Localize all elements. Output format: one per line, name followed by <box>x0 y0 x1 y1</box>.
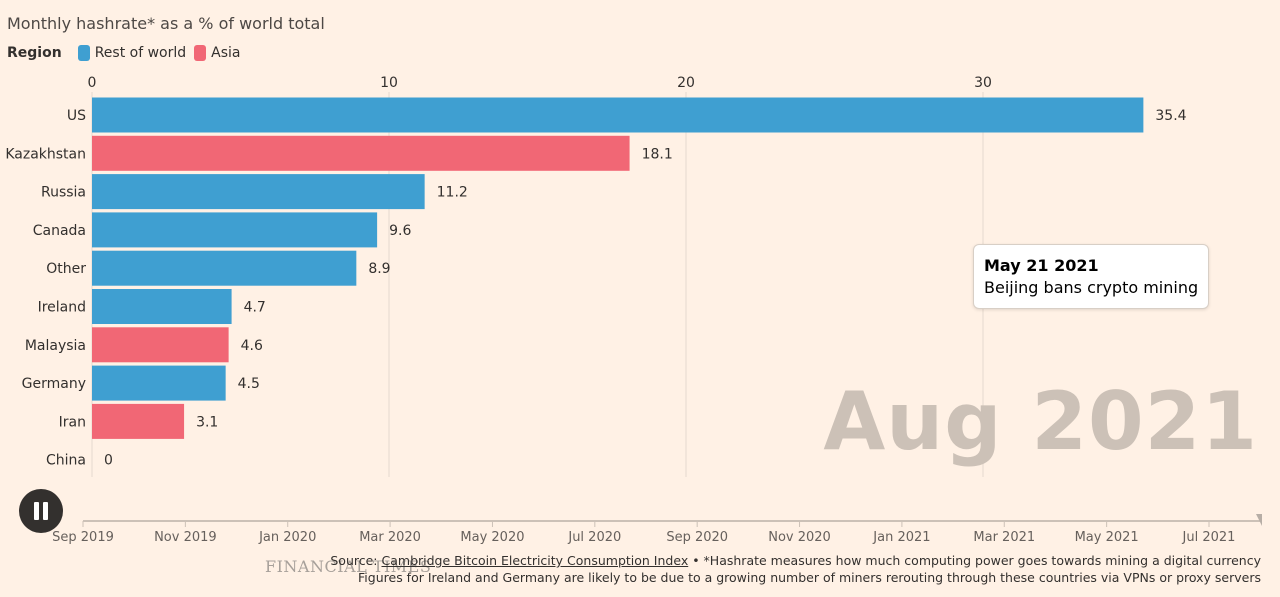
bar-other <box>92 250 357 286</box>
category-label-russia: Russia <box>41 185 86 201</box>
timeline-label-2: Jan 2020 <box>258 530 316 545</box>
source-link[interactable]: Cambridge Bitcoin Electricity Consumptio… <box>381 553 689 568</box>
legend-item-rest-of-world[interactable]: Rest of world <box>77 45 187 61</box>
x-tick-label-0: 0 <box>88 75 97 91</box>
category-label-kazakhstan: Kazakhstan <box>5 146 86 162</box>
timeline-handle-icon <box>1256 514 1262 526</box>
legend-label: Region <box>7 45 62 61</box>
category-label-china: China <box>46 453 86 469</box>
event-annotation: May 21 2021 Beijing bans crypto mining <box>973 244 1210 309</box>
timeline-label-1: Nov 2019 <box>154 530 217 545</box>
timeline-label-3: Mar 2020 <box>359 530 421 545</box>
bar-germany <box>92 365 226 401</box>
timeline-label-9: Mar 2021 <box>973 530 1035 545</box>
category-label-us: US <box>67 108 86 124</box>
bar-ireland <box>92 289 232 324</box>
x-tick-label-10: 10 <box>380 75 398 91</box>
pause-icon-left <box>34 502 39 520</box>
category-label-canada: Canada <box>33 223 86 239</box>
source-line2: Figures for Ireland and Germany are like… <box>358 570 1261 585</box>
annotation-text: Beijing bans crypto mining <box>984 278 1199 297</box>
bar-russia <box>92 174 425 210</box>
legend-item-asia[interactable]: Asia <box>194 45 240 61</box>
annotation-date: May 21 2021 <box>984 256 1099 275</box>
x-tick-label-20: 20 <box>677 75 695 91</box>
bar-iran <box>92 403 185 439</box>
bar-canada <box>92 212 378 248</box>
category-label-iran: Iran <box>59 414 86 430</box>
pause-button[interactable] <box>19 489 63 533</box>
category-label-other: Other <box>46 261 86 277</box>
category-label-germany: Germany <box>22 376 86 392</box>
legend-swatch-rest-of-world <box>77 45 90 61</box>
value-label-malaysia: 4.6 <box>241 338 263 354</box>
value-label-russia: 11.2 <box>437 185 468 201</box>
value-label-iran: 3.1 <box>196 414 218 430</box>
value-label-us: 35.4 <box>1155 108 1186 124</box>
source-prefix: Source: <box>330 553 382 568</box>
value-label-canada: 9.6 <box>389 223 411 239</box>
value-label-ireland: 4.7 <box>244 300 266 316</box>
bar-us <box>92 97 1144 133</box>
timeline-label-7: Nov 2020 <box>768 530 831 545</box>
timeline-label-10: May 2021 <box>1075 530 1139 545</box>
timeline-label-4: May 2020 <box>460 530 524 545</box>
legend-text-rest-of-world: Rest of world <box>94 45 187 61</box>
bar-malaysia <box>92 327 229 363</box>
timeline-label-5: Jul 2020 <box>567 530 621 545</box>
legend-swatch-asia <box>194 45 207 61</box>
source-note: Source: Cambridge Bitcoin Electricity Co… <box>330 552 1261 586</box>
source-suffix: • *Hashrate measures how much computing … <box>688 553 1261 568</box>
category-label-malaysia: Malaysia <box>25 338 86 354</box>
category-label-ireland: Ireland <box>38 300 86 316</box>
legend-text-asia: Asia <box>211 45 241 61</box>
bar-kazakhstan <box>92 135 630 171</box>
value-label-germany: 4.5 <box>238 376 260 392</box>
value-label-china: 0 <box>104 453 113 469</box>
value-label-kazakhstan: 18.1 <box>642 146 673 162</box>
timeline-label-8: Jan 2021 <box>872 530 930 545</box>
chart-title: Monthly hashrate* as a % of world total <box>7 14 325 33</box>
x-tick-label-30: 30 <box>974 75 992 91</box>
ft-logo: FINANCIAL TIMES <box>265 557 432 576</box>
current-period-label: Aug 2021 <box>823 375 1258 468</box>
legend: Region Rest of world Asia <box>7 45 248 61</box>
timeline-label-6: Sep 2020 <box>666 530 728 545</box>
timeline-label-11: Jul 2021 <box>1182 530 1236 545</box>
pause-icon-right <box>43 502 48 520</box>
timeline-label-0: Sep 2019 <box>52 530 114 545</box>
value-label-other: 8.9 <box>368 261 390 277</box>
